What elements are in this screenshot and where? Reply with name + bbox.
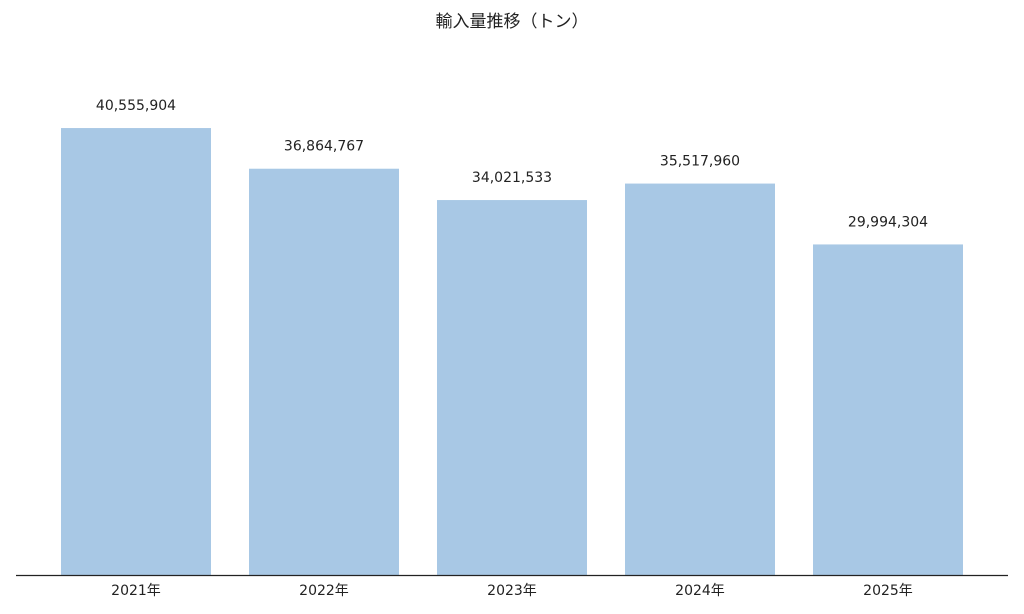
value-label: 34,021,533 — [472, 170, 552, 186]
value-label: 40,555,904 — [96, 98, 176, 114]
x-tick-label: 2022年 — [299, 583, 349, 599]
value-label: 35,517,960 — [660, 154, 740, 170]
value-label: 36,864,767 — [284, 139, 364, 155]
x-tick-label: 2021年 — [111, 583, 161, 599]
bar — [249, 168, 399, 575]
bar — [813, 244, 963, 575]
bar — [625, 183, 775, 575]
x-tick-label: 2023年 — [487, 583, 537, 599]
value-label: 29,994,304 — [848, 214, 928, 230]
bar — [437, 200, 587, 575]
chart-title: 輸入量推移（トン） — [436, 12, 589, 32]
bar — [61, 128, 211, 576]
x-tick-label: 2025年 — [863, 583, 913, 599]
x-tick-label: 2024年 — [675, 583, 725, 599]
